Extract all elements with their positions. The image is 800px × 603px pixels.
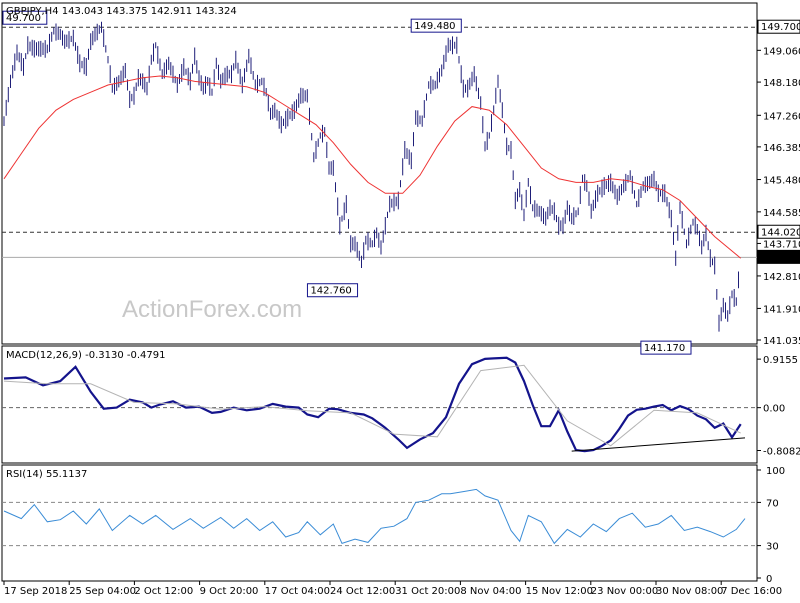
macd-panel-title: MACD(12,26,9) -0.3130 -0.4791	[6, 350, 166, 361]
price-tick-label: 145.480	[763, 176, 800, 187]
price-panel-title: GBPJPY,H4 143.043 143.375 142.911 143.32…	[6, 6, 237, 17]
price-layer: 49.700 149.480 142.760 141.170	[2, 10, 757, 355]
price-panel	[1, 2, 758, 345]
x-tick-label: 23 Nov 00:00	[591, 586, 658, 597]
rsi-tick-label: 0	[766, 574, 772, 585]
level-box-label: 144.020	[761, 227, 800, 238]
rsi-panel	[1, 464, 758, 582]
axis-layer: 149.060 148.180 147.260 146.385 145.480 144.5…	[3, 19, 800, 597]
macd-tick-label: -0.8082	[763, 446, 800, 457]
macd-layer	[2, 356, 757, 453]
price-tick-label: 148.180	[763, 78, 800, 89]
price-tick-label: 143.710	[763, 239, 800, 250]
rsi-tick-label: 30	[766, 542, 779, 553]
x-tick-label: 25 Sep 04:00	[69, 586, 136, 597]
x-tick-label: 17 Oct 04:00	[265, 586, 330, 597]
x-tick-label: 9 Oct 20:00	[200, 586, 259, 597]
level-box-label: 149.700	[761, 22, 800, 33]
x-tick-label: 2 Oct 12:00	[134, 586, 193, 597]
x-tick-label: 8 Nov 04:00	[460, 586, 521, 597]
watermark: ActionForex.com	[122, 296, 302, 323]
rsi-layer	[2, 488, 757, 547]
x-tick-label: 24 Oct 12:00	[330, 586, 395, 597]
rsi-tick-label: 100	[766, 466, 785, 477]
annotation-label: 149.480	[414, 21, 455, 32]
price-tick-label: 142.810	[763, 272, 800, 283]
macd-tick-label: 0.00	[763, 404, 785, 415]
rsi-panel-title: RSI(14) 55.1137	[6, 469, 87, 480]
price-tick-label: 144.585	[763, 208, 800, 219]
price-tick-label: 147.260	[763, 111, 800, 122]
price-bars	[3, 21, 739, 332]
x-tick-label: 7 Dec 16:00	[721, 586, 782, 597]
price-tick-label: 141.035	[763, 336, 800, 347]
level-box-label: 143.324	[761, 252, 800, 263]
rsi-tick-label: 70	[766, 498, 779, 509]
level-box-1	[757, 224, 800, 239]
annotation-142.760: 142.760	[306, 283, 359, 298]
macd-panel	[1, 345, 758, 464]
annotation-149.480: 149.480	[410, 18, 462, 33]
price-tick-label: 141.910	[763, 304, 800, 315]
annotation-label: 142.760	[310, 286, 351, 297]
moving-average-line	[3, 75, 742, 259]
price-tick-label: 146.385	[763, 143, 800, 154]
rsi-line	[3, 488, 746, 545]
x-tick-label: 30 Nov 08:00	[656, 586, 723, 597]
price-tick-label: 149.060	[763, 46, 800, 57]
level-box-2	[757, 249, 800, 264]
macd-series-trendline	[571, 437, 746, 452]
x-tick-label: 15 Nov 12:00	[526, 586, 593, 597]
level-box-0	[757, 19, 800, 34]
macd-tick-label: 0.9155	[763, 355, 798, 366]
annotation-label: 49.700	[6, 13, 41, 24]
annotation-label: 141.170	[644, 343, 685, 354]
annotation-49.700: 49.700	[2, 10, 48, 25]
x-tick-label: 31 Oct 20:00	[395, 586, 460, 597]
annotation-141.170: 141.170	[640, 340, 692, 355]
x-tick-label: 17 Sep 2018	[4, 586, 67, 597]
macd-series-signal	[3, 364, 741, 447]
